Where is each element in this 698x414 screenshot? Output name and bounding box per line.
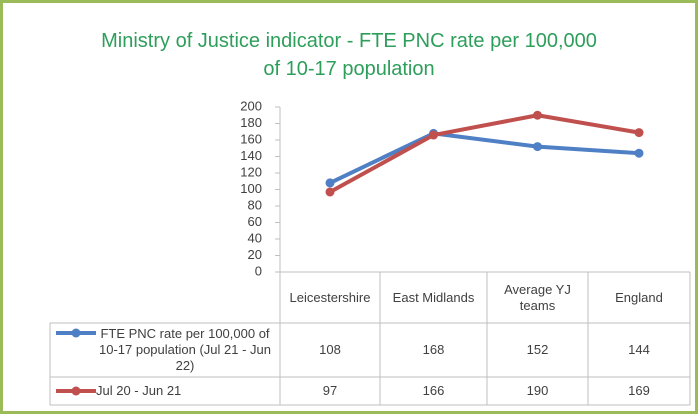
- chart-title: Ministry of Justice indicator - FTE PNC …: [101, 30, 597, 52]
- y-tick-label: 0: [255, 263, 262, 278]
- series-marker: [325, 187, 335, 197]
- y-tick-label: 140: [240, 148, 262, 163]
- legend-swatch-marker: [71, 386, 81, 396]
- chart-title: of 10-17 population: [263, 58, 435, 80]
- table-value: 152: [526, 342, 549, 357]
- y-tick-label: 20: [248, 247, 262, 262]
- y-tick-label: 160: [240, 131, 262, 146]
- y-tick-label: 40: [248, 230, 262, 245]
- series-line: [329, 131, 640, 185]
- series-marker: [634, 148, 644, 158]
- table-value: 169: [628, 383, 650, 398]
- y-tick-label: 100: [240, 181, 262, 196]
- table-value: 190: [526, 383, 549, 398]
- table-value: 166: [422, 383, 445, 398]
- series-marker: [634, 128, 644, 138]
- legend-label: FTE PNC rate per 100,000 of 10-17 popula…: [98, 326, 271, 373]
- x-category-label: Average YJ teams: [504, 281, 571, 313]
- series-marker: [533, 110, 542, 120]
- x-category-label: England: [615, 289, 663, 305]
- x-category-label: East Midlands: [392, 289, 475, 305]
- series-marker: [429, 130, 438, 140]
- legend-swatch-marker: [71, 328, 81, 338]
- table-value: 108: [319, 342, 341, 357]
- y-tick-label: 80: [248, 197, 262, 212]
- table-value: 144: [628, 342, 650, 357]
- y-tick-label: 120: [240, 164, 262, 179]
- series-line: [329, 113, 640, 194]
- y-tick-label: 60: [248, 214, 262, 229]
- table-value: 97: [322, 383, 338, 398]
- y-tick-label: 200: [240, 98, 262, 113]
- y-tick-label: 180: [240, 115, 262, 130]
- x-category-label: Leicestershire: [289, 289, 371, 305]
- series-marker: [325, 178, 335, 188]
- table-value: 168: [422, 342, 445, 357]
- series-marker: [533, 142, 542, 152]
- legend-label: Jul 20 - Jun 21: [96, 383, 182, 398]
